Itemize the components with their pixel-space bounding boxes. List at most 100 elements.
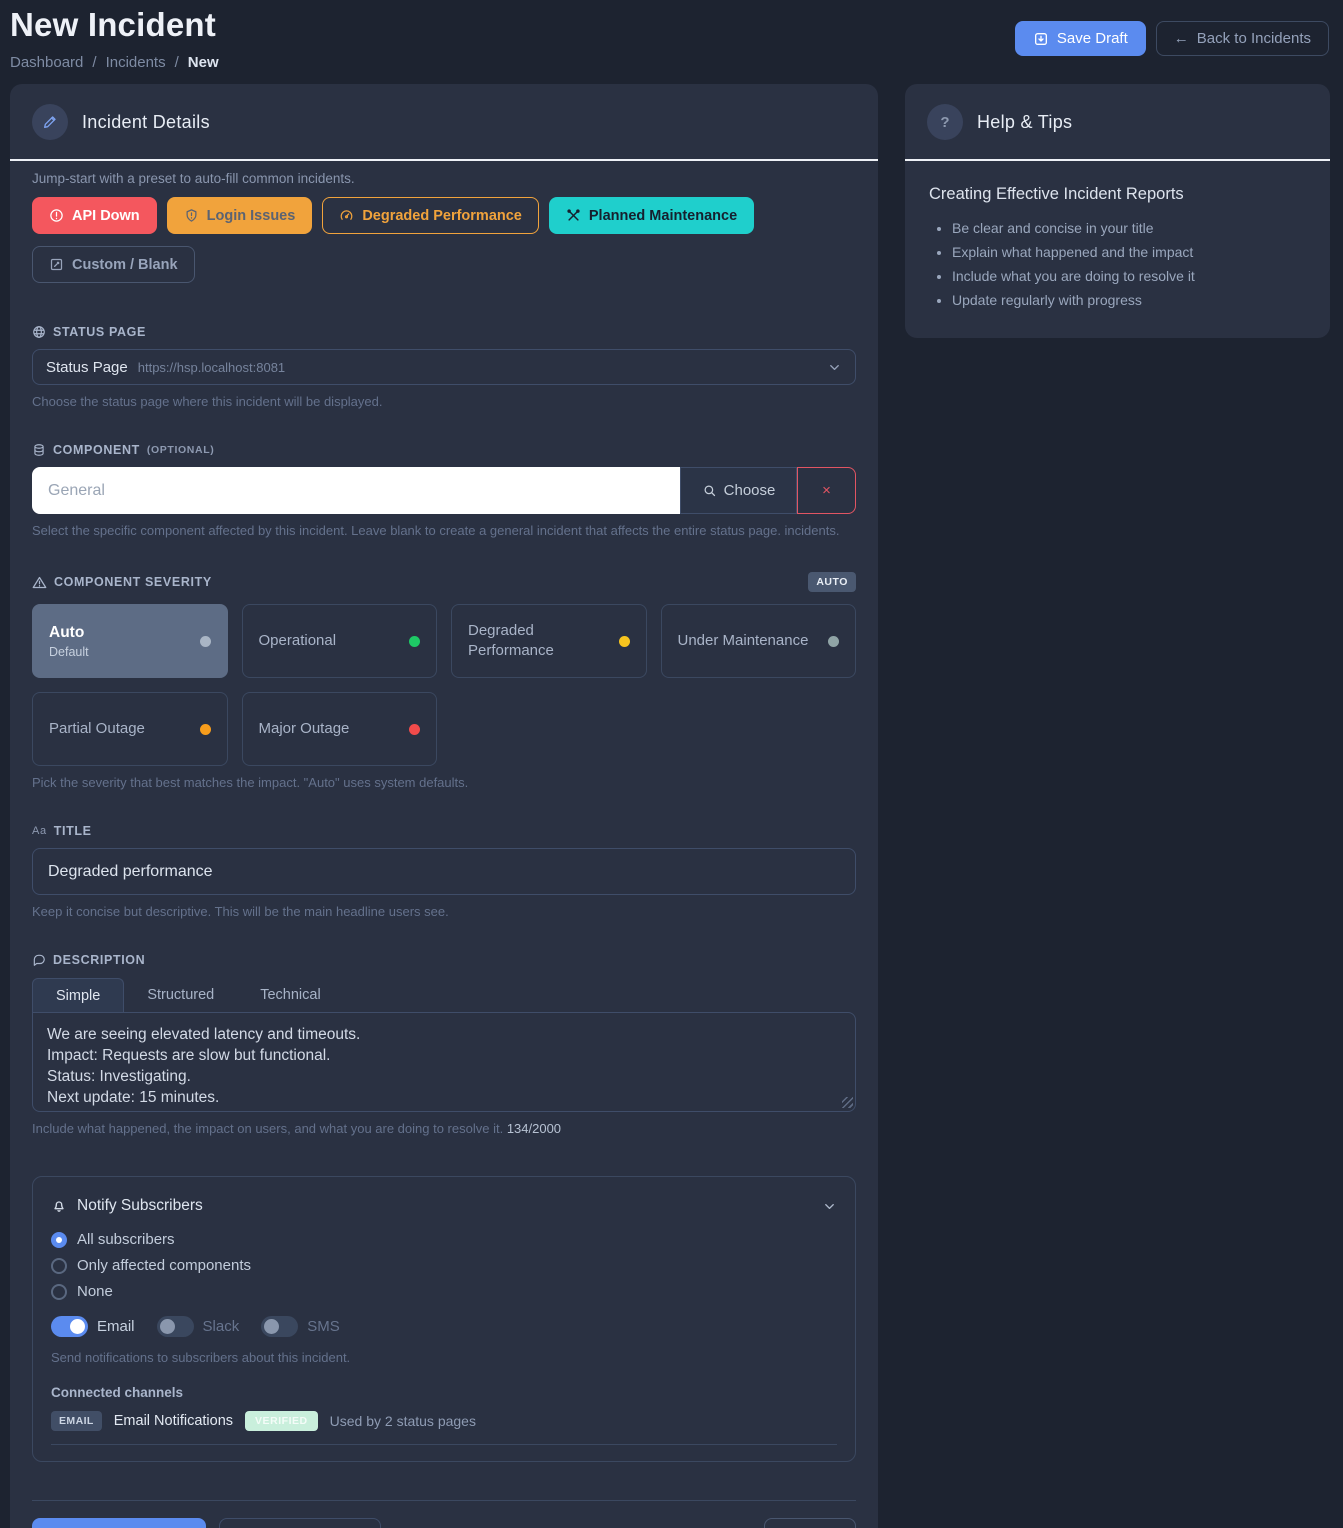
radio-only-affected-components[interactable]: Only affected components xyxy=(51,1257,837,1274)
slack-toggle-switch[interactable] xyxy=(156,1316,194,1337)
tips-list: Be clear and concise in your title Expla… xyxy=(952,219,1306,310)
radio-button-checked[interactable] xyxy=(51,1231,67,1248)
severity-name: Major Outage xyxy=(258,719,350,737)
description-label: DESCRIPTION xyxy=(32,953,856,967)
notify-subscribers-header[interactable]: Notify Subscribers xyxy=(51,1192,837,1219)
radio-label: All subscribers xyxy=(77,1231,175,1248)
back-label: Back to Incidents xyxy=(1196,30,1311,47)
preset-label: Degraded Performance xyxy=(362,207,522,224)
tab-simple[interactable]: Simple xyxy=(32,978,125,1012)
channel-row-email: EMAIL Email Notifications VERIFIED Used … xyxy=(51,1400,837,1445)
preset-api-down-button[interactable]: API Down xyxy=(32,197,157,234)
tips-heading: Creating Effective Incident Reports xyxy=(929,185,1184,203)
save-as-draft-button[interactable]: Save as Draft xyxy=(219,1518,382,1528)
resize-grip[interactable] xyxy=(842,1097,853,1108)
topbar: New Incident Dashboard / Incidents / New… xyxy=(10,0,1331,84)
breadcrumb-current: New xyxy=(187,54,219,71)
component-choose-button[interactable]: Choose xyxy=(680,467,797,514)
description-help: Include what happened, the impact on use… xyxy=(32,1121,856,1136)
status-page-select[interactable]: Status Page https://hsp.localhost:8081 xyxy=(32,349,856,385)
component-label-text: COMPONENT xyxy=(53,443,140,457)
radio-button[interactable] xyxy=(51,1283,67,1300)
globe-icon xyxy=(32,325,46,339)
preset-degraded-performance-button[interactable]: Degraded Performance xyxy=(322,197,539,234)
severity-option-auto[interactable]: Auto Default xyxy=(32,604,228,678)
preset-custom-blank-button[interactable]: Custom / Blank xyxy=(32,246,195,283)
tip-item: Explain what happened and the impact xyxy=(952,243,1306,262)
cancel-button[interactable]: Cancel xyxy=(763,1518,856,1528)
severity-help: Pick the severity that best matches the … xyxy=(32,775,469,790)
text-aa-icon: Aa xyxy=(32,825,47,837)
severity-name: Under Maintenance xyxy=(677,631,809,649)
severity-dot-degraded xyxy=(618,635,630,647)
breadcrumb-dashboard[interactable]: Dashboard xyxy=(10,54,84,71)
title-input[interactable] xyxy=(32,848,856,895)
severity-option-major-outage[interactable]: Major Outage xyxy=(241,692,437,766)
description-textarea[interactable]: We are seeing elevated latency and timeo… xyxy=(32,1012,856,1112)
status-page-url: https://hsp.localhost:8081 xyxy=(137,359,286,375)
radio-label: Only affected components xyxy=(77,1257,251,1274)
component-clear-button[interactable]: × xyxy=(797,467,856,514)
back-to-incidents-button[interactable]: ← Back to Incidents xyxy=(1155,21,1329,56)
notify-title: Notify Subscribers xyxy=(77,1197,203,1214)
component-field: COMPONENT (OPTIONAL) Choose × Sel xyxy=(32,443,856,538)
pencil-icon xyxy=(32,104,68,140)
tip-item: Update regularly with progress xyxy=(952,291,1306,310)
notify-help: Send notifications to subscribers about … xyxy=(51,1350,351,1365)
severity-dot-operational xyxy=(409,635,420,647)
notify-radio-group: All subscribers Only affected components… xyxy=(51,1231,837,1300)
edit-square-icon xyxy=(49,257,64,272)
severity-option-degraded-performance[interactable]: Degraded Performance xyxy=(451,604,647,678)
toggle-sms[interactable]: SMS xyxy=(261,1316,340,1337)
bell-icon xyxy=(51,1198,67,1214)
title-field: Aa TITLE Keep it concise but descriptive… xyxy=(32,824,856,919)
radio-button[interactable] xyxy=(51,1257,67,1274)
description-label-text: DESCRIPTION xyxy=(53,953,146,967)
radio-none[interactable]: None xyxy=(51,1283,837,1300)
preset-buttons-row2: Custom / Blank xyxy=(32,245,856,283)
preset-planned-maintenance-button[interactable]: Planned Maintenance xyxy=(548,197,755,234)
status-page-help: Choose the status page where this incide… xyxy=(32,394,383,409)
tab-technical[interactable]: Technical xyxy=(237,978,343,1012)
severity-option-under-maintenance[interactable]: Under Maintenance xyxy=(660,604,856,678)
notify-subscribers-panel: Notify Subscribers All subscribers Only xyxy=(32,1176,856,1462)
component-input[interactable] xyxy=(32,467,680,514)
create-incident-button[interactable]: Create Incident xyxy=(32,1518,207,1528)
component-help: Select the specific component affected b… xyxy=(32,523,840,538)
tools-icon xyxy=(566,208,581,223)
sms-toggle-switch[interactable] xyxy=(261,1316,299,1337)
severity-label-text: COMPONENT SEVERITY xyxy=(54,575,212,589)
radio-all-subscribers[interactable]: All subscribers xyxy=(51,1231,837,1248)
help-tips-title: Help & Tips xyxy=(977,111,1073,132)
preset-buttons: API Down Login Issues Degraded Performan… xyxy=(32,197,856,234)
save-download-icon xyxy=(1033,31,1049,47)
preset-login-issues-button[interactable]: Login Issues xyxy=(166,197,313,234)
status-page-label-text: STATUS PAGE xyxy=(53,325,146,339)
toggle-slack[interactable]: Slack xyxy=(156,1316,239,1337)
email-toggle-switch[interactable] xyxy=(51,1316,88,1337)
warning-triangle-icon xyxy=(32,575,47,590)
channel-verified-badge: VERIFIED xyxy=(245,1411,318,1431)
save-draft-button[interactable]: Save Draft xyxy=(1014,21,1146,56)
severity-option-partial-outage[interactable]: Partial Outage xyxy=(32,692,228,766)
help-tips-body: Creating Effective Incident Reports Be c… xyxy=(905,161,1330,338)
status-page-value: Status Page xyxy=(46,358,128,376)
severity-dot-partial xyxy=(199,723,211,735)
breadcrumb-incidents[interactable]: Incidents xyxy=(105,54,166,71)
component-row: Choose × xyxy=(32,467,856,514)
preset-hint: Jump-start with a preset to auto-fill co… xyxy=(32,171,355,186)
breadcrumb: Dashboard / Incidents / New xyxy=(10,54,1331,71)
severity-name: Degraded Performance xyxy=(468,621,554,659)
breadcrumb-separator: / xyxy=(92,54,97,71)
tab-structured[interactable]: Structured xyxy=(124,978,237,1012)
channel-name: Email Notifications xyxy=(113,1413,234,1429)
channel-usage: Used by 2 status pages xyxy=(329,1413,476,1429)
status-page-field: STATUS PAGE Status Page https://hsp.loca… xyxy=(32,325,856,409)
help-tips-card: ? Help & Tips Creating Effective Inciden… xyxy=(905,84,1330,338)
main-layout: Incident Details Jump-start with a prese… xyxy=(10,84,1331,1528)
description-tabs: Simple Structured Technical xyxy=(32,978,856,1012)
severity-option-operational[interactable]: Operational xyxy=(241,604,437,678)
severity-field: COMPONENT SEVERITY AUTO Auto Default Ope… xyxy=(32,572,856,790)
toggle-email[interactable]: Email xyxy=(51,1316,135,1337)
